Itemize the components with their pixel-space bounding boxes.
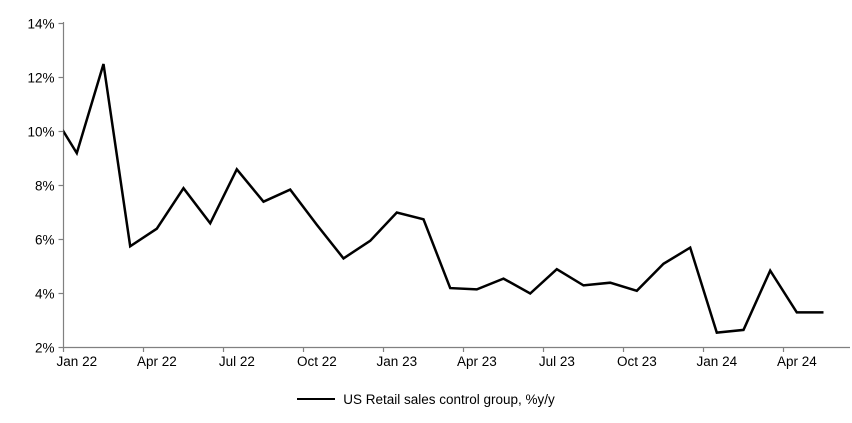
x-tick-label: Jan 24 (697, 354, 738, 369)
chart-legend: US Retail sales control group, %y/y (0, 390, 852, 408)
x-tick-label: Oct 22 (297, 354, 337, 369)
x-tick-label: Jan 23 (377, 354, 418, 369)
y-tick-label: 4% (35, 286, 55, 301)
y-tick-label: 10% (27, 124, 54, 139)
x-tick-label: Apr 23 (457, 354, 497, 369)
legend-label: US Retail sales control group, %y/y (343, 391, 555, 407)
x-tick-label: Jul 22 (219, 354, 255, 369)
y-tick-label: 2% (35, 340, 55, 355)
series-line (63, 63, 824, 334)
x-tick-label: Jul 23 (539, 354, 575, 369)
y-tick-label: 14% (27, 16, 54, 31)
x-tick-label: Jan 22 (57, 354, 98, 369)
x-tick-label: Apr 22 (137, 354, 177, 369)
y-tick-label: 8% (35, 178, 55, 193)
legend-line-sample (297, 398, 336, 400)
x-tick-label: Apr 24 (777, 354, 817, 369)
y-tick-label: 6% (35, 232, 55, 247)
y-tick-label: 12% (27, 70, 54, 85)
x-tick-label: Oct 23 (617, 354, 657, 369)
